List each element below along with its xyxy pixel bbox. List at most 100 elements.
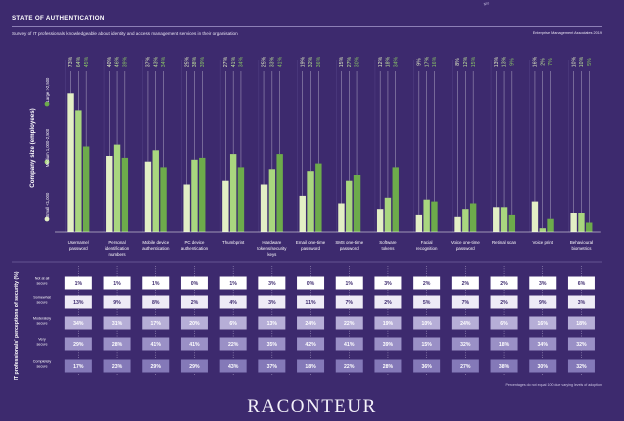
- table-cell-value: 28%: [383, 364, 394, 370]
- table-cell: [64, 276, 92, 290]
- bar-large: [469, 203, 477, 232]
- bar-small: [67, 93, 74, 232]
- table-cell-value: 3%: [268, 281, 276, 287]
- table-cell-value: 13%: [267, 321, 278, 327]
- bar-small: [454, 216, 461, 232]
- bar-small: [376, 209, 384, 232]
- table-cell-value: 4%: [229, 300, 237, 306]
- category-label: Voice print: [532, 240, 553, 245]
- table-cell-value: 10%: [421, 321, 432, 327]
- table-row-label: secure: [36, 322, 47, 326]
- bar-value-label: 10%: [579, 56, 585, 67]
- table-cell-value: 29%: [189, 364, 200, 370]
- category-label: tokens: [381, 246, 395, 251]
- table-cell: [490, 316, 518, 330]
- table-cell: [297, 337, 325, 351]
- table-cell-value: 29%: [151, 364, 162, 370]
- table-cell-value: 28%: [112, 342, 123, 348]
- bar-small: [106, 156, 113, 232]
- bar-value-label: 16%: [533, 56, 539, 67]
- bar-value-label: 19%: [300, 56, 306, 67]
- table-cell-value: 16%: [538, 321, 549, 327]
- table-cell-value: 2%: [423, 281, 431, 287]
- bar-value-label: 2%: [540, 58, 546, 66]
- table-cell-value: 0%: [191, 281, 199, 287]
- category-label: recognition: [416, 246, 438, 251]
- table-cell-value: 6%: [500, 321, 508, 327]
- bar-value-label: 25%: [184, 56, 190, 67]
- table-cell: [142, 337, 170, 351]
- table-cell: [258, 337, 286, 351]
- category-label: numbers: [109, 252, 127, 257]
- table-cell-value: 1%: [346, 281, 354, 287]
- table-cell: [219, 359, 247, 373]
- table-cell: [219, 316, 247, 330]
- bar-medium: [152, 150, 159, 232]
- table-cell-value: 2%: [500, 281, 508, 287]
- table-cell: [335, 295, 363, 309]
- table-cell-value: 22%: [228, 342, 239, 348]
- footnote: Percentages do not equal 100 due varying…: [505, 383, 602, 387]
- table-cell: [258, 359, 286, 373]
- table-cell-value: 13%: [73, 300, 84, 306]
- table-cell-value: 41%: [151, 342, 162, 348]
- bar-value-label: 7%: [548, 58, 554, 66]
- table-cell-value: 39%: [383, 342, 394, 348]
- table-row-label: secure: [36, 365, 47, 369]
- table-cell: [103, 337, 131, 351]
- table-cell: [451, 337, 479, 351]
- category-label: Voice one-time: [451, 240, 481, 245]
- table-cell-value: 2%: [500, 300, 508, 306]
- bar-value-label: 17%: [424, 56, 430, 67]
- table-cell: [374, 359, 402, 373]
- category-label: Hardware: [262, 240, 282, 245]
- raconteur-logo: RACONTEUR: [247, 396, 377, 417]
- table-cell-value: 27%: [460, 364, 471, 370]
- table-row-label: Completely: [33, 360, 52, 364]
- table-cell-value: 6%: [229, 321, 237, 327]
- bar-small: [299, 195, 306, 232]
- page-title: STATE OF AUTHENTICATION: [12, 15, 105, 22]
- table-cell-value: 22%: [344, 321, 355, 327]
- bar-axis-title: Company size (employees): [29, 108, 36, 187]
- bar-value-label: 9%: [416, 58, 422, 66]
- source-credit: Enterprise Management Associates 2019: [532, 31, 602, 35]
- table-cell-value: 0%: [307, 281, 315, 287]
- bar-small: [415, 214, 423, 232]
- category-label: PC device: [184, 240, 205, 245]
- table-cell: [180, 295, 208, 309]
- table-cell: [64, 316, 92, 330]
- table-cell-value: 17%: [151, 321, 162, 327]
- category-label: identification: [105, 246, 130, 251]
- table-cell: [490, 295, 518, 309]
- table-cell-value: 42%: [305, 342, 316, 348]
- table-cell: [413, 316, 441, 330]
- table-cell: [567, 316, 595, 330]
- table-cell: [567, 295, 595, 309]
- bar-medium: [384, 197, 392, 232]
- table-cell: [64, 295, 92, 309]
- bar-large: [586, 222, 593, 232]
- bar-value-label: 41%: [231, 56, 237, 67]
- table-cell: [451, 295, 479, 309]
- table-cell: [413, 359, 441, 373]
- table-axis-title: IT professionals' perceptions of securit…: [14, 271, 20, 380]
- table-cell-value: 32%: [576, 364, 587, 370]
- table-row-label: Moderately: [33, 317, 51, 321]
- table-cell: [529, 359, 557, 373]
- table-cell-value: 29%: [73, 342, 84, 348]
- table-cell: [103, 295, 131, 309]
- bar-medium: [539, 228, 546, 232]
- bar-value-label: 10%: [571, 56, 577, 67]
- bar-value-label: 13%: [494, 56, 500, 67]
- legend-label: Small <1,000: [45, 192, 50, 217]
- table-cell-value: 3%: [539, 281, 547, 287]
- category-label: Behavioural: [570, 240, 593, 245]
- table-cell: [180, 359, 208, 373]
- table-cell: [335, 359, 363, 373]
- bar-large: [547, 218, 554, 232]
- table-cell: [490, 276, 518, 290]
- legend-label: Medium 1,000-2,500: [45, 128, 50, 167]
- bar-value-label: 8%: [455, 58, 461, 66]
